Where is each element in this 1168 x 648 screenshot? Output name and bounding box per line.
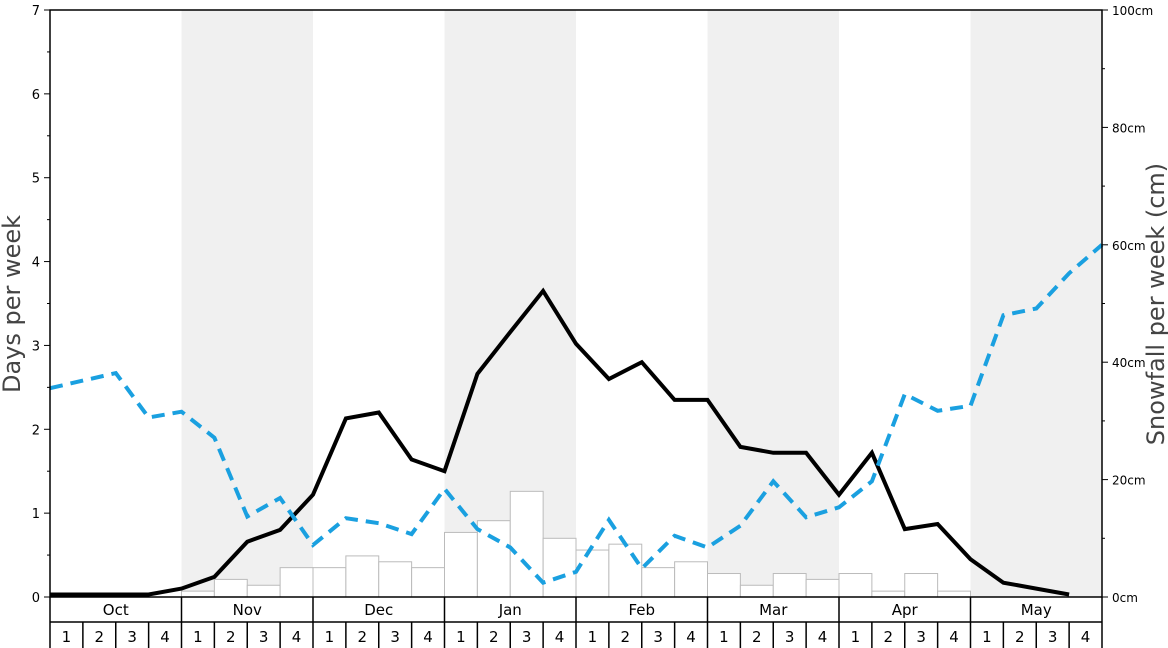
month-label: Oct: [103, 601, 129, 619]
week-label: 2: [1015, 628, 1025, 646]
week-label: 4: [686, 628, 696, 646]
week-label: 2: [752, 628, 762, 646]
week-label: 4: [423, 628, 433, 646]
snowfall-bar: [937, 590, 971, 598]
snowfall-bar: [411, 567, 445, 598]
snowfall-bar: [674, 561, 708, 598]
week-label: 4: [160, 628, 170, 646]
left-tick-label: 3: [32, 339, 40, 354]
snowfall-bar: [444, 531, 478, 598]
week-label: 2: [95, 628, 105, 646]
month-label: Dec: [364, 601, 393, 619]
snowfall-bar: [575, 549, 610, 598]
left-tick-label: 1: [32, 507, 40, 522]
week-label: 3: [522, 628, 532, 646]
week-label: 1: [193, 628, 203, 646]
week-label: 3: [916, 628, 926, 646]
month-label: May: [1021, 601, 1052, 619]
right-tick-label: 20cm: [1112, 474, 1146, 488]
week-label: 1: [588, 628, 598, 646]
month-label: Nov: [233, 601, 262, 619]
month-label: Apr: [892, 601, 919, 619]
chart-lines: [49, 243, 1104, 597]
week-label: 2: [884, 628, 894, 646]
dashed-days-line: [49, 243, 1104, 586]
left-tick-label: 4: [32, 256, 40, 271]
week-label: 2: [226, 628, 236, 646]
right-tick-label: 60cm: [1112, 239, 1146, 253]
week-label: 3: [785, 628, 795, 646]
snowfall-bar: [246, 584, 281, 598]
month-band: [970, 10, 1102, 597]
week-label: 2: [621, 628, 631, 646]
week-label: 4: [1081, 628, 1091, 646]
snowfall-bar: [181, 590, 215, 598]
week-label: 1: [325, 628, 335, 646]
right-tick-label: 100cm: [1112, 4, 1153, 18]
month-bands: [181, 10, 1102, 597]
snowfall-bar: [838, 573, 873, 598]
week-label: 4: [555, 628, 565, 646]
snowfall-bar: [739, 584, 774, 598]
right-tick-label: 80cm: [1112, 121, 1146, 135]
snowfall-bar: [805, 578, 840, 598]
snowfall-bar: [213, 578, 248, 598]
snowfall-bar: [608, 543, 643, 598]
snowfall-bar: [707, 573, 741, 598]
right-tick-label: 0cm: [1112, 591, 1138, 605]
week-label: 1: [62, 628, 72, 646]
month-label: Jan: [498, 601, 522, 619]
week-label: 4: [292, 628, 302, 646]
snowfall-bar: [345, 555, 380, 598]
week-row: 1 2 3 4 1 2 3 4 1 2 3 4 1 2 3 4 1 2 3 4 1 2 3 4 1 2 3 4 1 2 3 4: [62, 622, 1091, 648]
snowfall-bar: [542, 537, 577, 598]
week-label: 1: [456, 628, 466, 646]
snowfall-bar: [904, 573, 939, 598]
right-axis-title: Snowfall per week (cm): [1142, 163, 1168, 445]
week-label: 2: [489, 628, 499, 646]
solid-days-line: [50, 287, 1070, 597]
snowfall-bar: [641, 567, 676, 598]
snowfall-bar: [871, 590, 906, 598]
week-label: 3: [653, 628, 663, 646]
right-tick-label: 40cm: [1112, 356, 1146, 370]
week-label: 1: [851, 628, 861, 646]
week-label: 3: [127, 628, 137, 646]
snowfall-bar: [509, 490, 544, 598]
snowfall-bar: [312, 567, 347, 598]
week-label: 4: [949, 628, 959, 646]
month-band: [707, 10, 839, 597]
snowfall-bar: [279, 567, 314, 598]
month-row: Oct Nov Dec Jan Feb Mar Apr May: [49, 597, 1103, 648]
month-label: Mar: [759, 601, 788, 619]
week-label: 3: [390, 628, 400, 646]
week-label: 1: [719, 628, 729, 646]
left-tick-label: 2: [32, 423, 40, 438]
month-band: [181, 10, 313, 597]
week-label: 1: [982, 628, 992, 646]
left-axis-title: Days per week: [0, 215, 26, 393]
month-label: Feb: [628, 601, 655, 619]
left-tick-label: 6: [32, 88, 40, 103]
left-tick-label: 0: [32, 591, 40, 606]
week-label: 3: [259, 628, 269, 646]
week-label: 3: [1048, 628, 1058, 646]
snowfall-bar: [772, 573, 807, 598]
snowfall-bar: [378, 561, 413, 598]
week-label: 4: [818, 628, 828, 646]
snowfall-bar: [476, 520, 511, 598]
snowfall-bars: [181, 490, 971, 598]
left-tick-label: 5: [32, 172, 40, 187]
week-label: 2: [358, 628, 368, 646]
left-tick-label: 7: [32, 4, 40, 19]
